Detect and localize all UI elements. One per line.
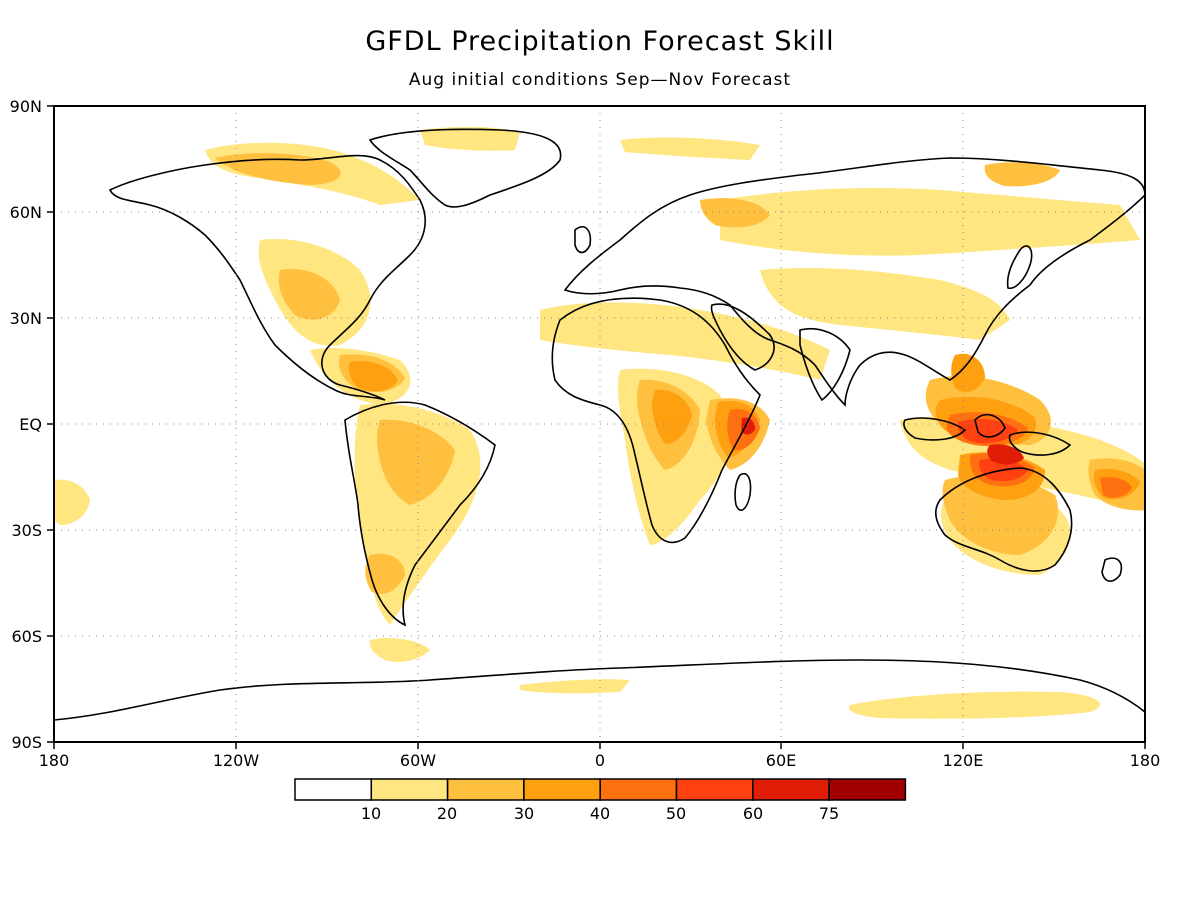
colorbar-swatch	[523, 778, 601, 801]
lat-label: 30N	[10, 309, 42, 328]
colorbar-swatch	[675, 778, 754, 801]
coastlines	[54, 128, 1145, 721]
colorbar-swatch	[828, 778, 907, 801]
colorbar-label: 30	[514, 804, 534, 823]
colorbar-swatch	[446, 778, 525, 801]
lat-label: 60S	[11, 627, 42, 646]
lon-label: 180	[39, 751, 70, 770]
lon-label: 60W	[400, 751, 436, 770]
colorbar-swatch	[370, 778, 449, 801]
lon-label: 60E	[766, 751, 796, 770]
colorbar-swatch	[599, 778, 678, 801]
colorbar	[294, 778, 907, 801]
colorbar-labels: 10 20 30 40 50 60 75	[361, 804, 839, 823]
axis-ticks	[47, 105, 1146, 749]
longitude-labels: 180 120W 60W 0 60E 120E 180	[39, 751, 1161, 770]
colorbar-label: 10	[361, 804, 381, 823]
colorbar-label: 60	[743, 804, 763, 823]
map-title: GFDL Precipitation Forecast Skill	[365, 26, 835, 57]
colorbar-label: 40	[590, 804, 610, 823]
lat-label: 30S	[11, 521, 42, 540]
lon-label: 120W	[213, 751, 260, 770]
lat-label: 60N	[10, 203, 42, 222]
colorbar-label: 20	[437, 804, 457, 823]
colorbar-label: 50	[666, 804, 686, 823]
gridlines	[54, 106, 1145, 742]
lat-label: 90N	[10, 97, 42, 116]
lon-label: 180	[1130, 751, 1161, 770]
colorbar-swatch	[294, 778, 373, 801]
colorbar-swatch	[752, 778, 830, 801]
latitude-labels: 90N 60N 30N EQ 30S 60S 90S	[10, 97, 42, 752]
lon-label: 120E	[943, 751, 984, 770]
map-subtitle: Aug initial conditions Sep—Nov Forecast	[408, 70, 792, 90]
lat-label: EQ	[19, 415, 42, 434]
colorbar-label: 75	[819, 804, 839, 823]
lon-label: 0	[595, 751, 605, 770]
skill-shading	[54, 126, 1145, 719]
lat-label: 90S	[11, 733, 42, 752]
